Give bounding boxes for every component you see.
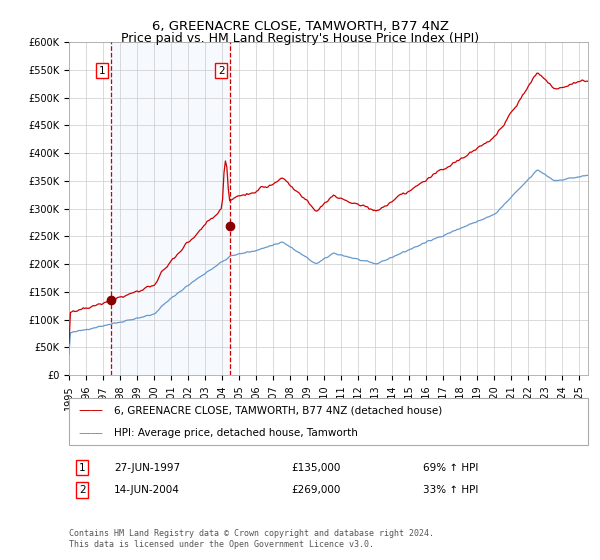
Text: ——: —— bbox=[78, 427, 103, 440]
Text: 33% ↑ HPI: 33% ↑ HPI bbox=[423, 485, 478, 495]
Text: 14-JUN-2004: 14-JUN-2004 bbox=[114, 485, 180, 495]
Text: 1: 1 bbox=[99, 66, 106, 76]
Bar bbox=[111, 42, 230, 375]
Text: 2: 2 bbox=[218, 66, 224, 76]
Text: 6, GREENACRE CLOSE, TAMWORTH, B77 4NZ (detached house): 6, GREENACRE CLOSE, TAMWORTH, B77 4NZ (d… bbox=[114, 405, 442, 416]
Text: HPI: Average price, detached house, Tamworth: HPI: Average price, detached house, Tamw… bbox=[114, 428, 358, 438]
Text: £135,000: £135,000 bbox=[291, 463, 340, 473]
Text: 6, GREENACRE CLOSE, TAMWORTH, B77 4NZ: 6, GREENACRE CLOSE, TAMWORTH, B77 4NZ bbox=[151, 20, 449, 32]
Text: £269,000: £269,000 bbox=[291, 485, 340, 495]
Text: 2: 2 bbox=[79, 485, 86, 495]
Text: 69% ↑ HPI: 69% ↑ HPI bbox=[423, 463, 478, 473]
Text: 27-JUN-1997: 27-JUN-1997 bbox=[114, 463, 180, 473]
Text: ——: —— bbox=[78, 404, 103, 417]
Text: Contains HM Land Registry data © Crown copyright and database right 2024.
This d: Contains HM Land Registry data © Crown c… bbox=[69, 529, 434, 549]
Text: 1: 1 bbox=[79, 463, 86, 473]
Text: Price paid vs. HM Land Registry's House Price Index (HPI): Price paid vs. HM Land Registry's House … bbox=[121, 32, 479, 45]
